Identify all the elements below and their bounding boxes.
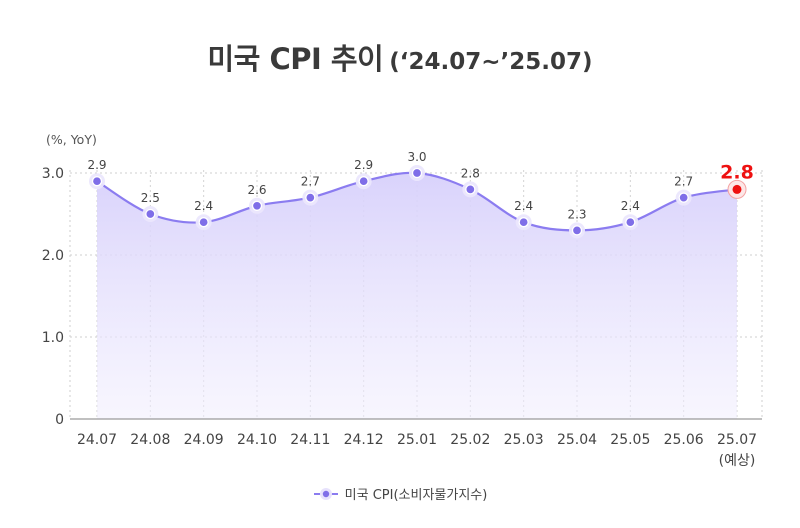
series-area-fill — [97, 172, 737, 419]
y-axis-unit-label: (%, YoY) — [46, 132, 97, 147]
legend-series-key — [313, 487, 338, 500]
x-tick-label: 25.04 — [557, 432, 597, 448]
data-label: 2.8 — [461, 166, 480, 180]
data-point-highlight — [732, 184, 742, 194]
legend-series-label: 미국 CPI(소비자물가지수) — [344, 488, 488, 503]
data-label: 2.4 — [194, 199, 213, 213]
data-label: 2.6 — [247, 183, 266, 197]
x-tick-label: 24.09 — [184, 432, 224, 448]
chart-legend: 미국 CPI(소비자물가지수) — [0, 484, 800, 503]
x-tick-label: 25.02 — [450, 432, 490, 448]
x-tick-label: 25.05 — [610, 432, 650, 448]
x-tick-sublabel: (예상) — [719, 453, 756, 469]
data-label: 2.9 — [87, 158, 106, 172]
data-point — [305, 192, 316, 203]
data-label: 2.4 — [514, 199, 533, 213]
x-tick-label: 24.12 — [344, 432, 384, 448]
data-label: 2.3 — [567, 207, 586, 221]
x-tick-label: 24.10 — [237, 432, 277, 448]
data-point — [411, 167, 423, 179]
chart-title: 미국 CPI 추이 (‘24.07~’25.07) — [0, 36, 800, 78]
chart-title-period: (‘24.07~’25.07) — [389, 49, 593, 75]
data-label-highlight: 2.8 — [720, 161, 754, 183]
data-point — [625, 217, 636, 228]
x-tick-label: 25.01 — [397, 432, 437, 448]
data-point — [571, 225, 583, 236]
data-label: 2.9 — [354, 158, 373, 172]
data-point — [198, 217, 209, 228]
data-label: 3.0 — [407, 150, 426, 164]
y-tick-label: 2.0 — [42, 248, 64, 264]
x-tick-label: 24.07 — [77, 432, 117, 448]
chart-title-main: 미국 CPI 추이 — [207, 42, 384, 76]
data-point — [145, 208, 156, 220]
data-point — [518, 217, 529, 228]
y-tick-label: 0 — [55, 412, 64, 428]
data-label: 2.7 — [674, 175, 693, 189]
data-point — [358, 176, 369, 187]
x-tick-label: 24.11 — [290, 432, 330, 448]
data-point — [251, 200, 263, 211]
data-point — [91, 176, 103, 187]
y-tick-label: 1.0 — [42, 330, 64, 346]
y-tick-label: 3.0 — [42, 166, 64, 182]
data-label: 2.7 — [301, 175, 320, 189]
x-tick-label: 25.07 — [717, 432, 757, 448]
x-tick-label: 25.03 — [504, 432, 544, 448]
x-tick-label: 24.08 — [130, 432, 170, 448]
x-tick-label: 25.06 — [664, 432, 704, 448]
data-label: 2.4 — [621, 199, 640, 213]
data-point — [465, 184, 476, 195]
data-label: 2.5 — [141, 191, 160, 205]
data-point — [678, 192, 689, 203]
